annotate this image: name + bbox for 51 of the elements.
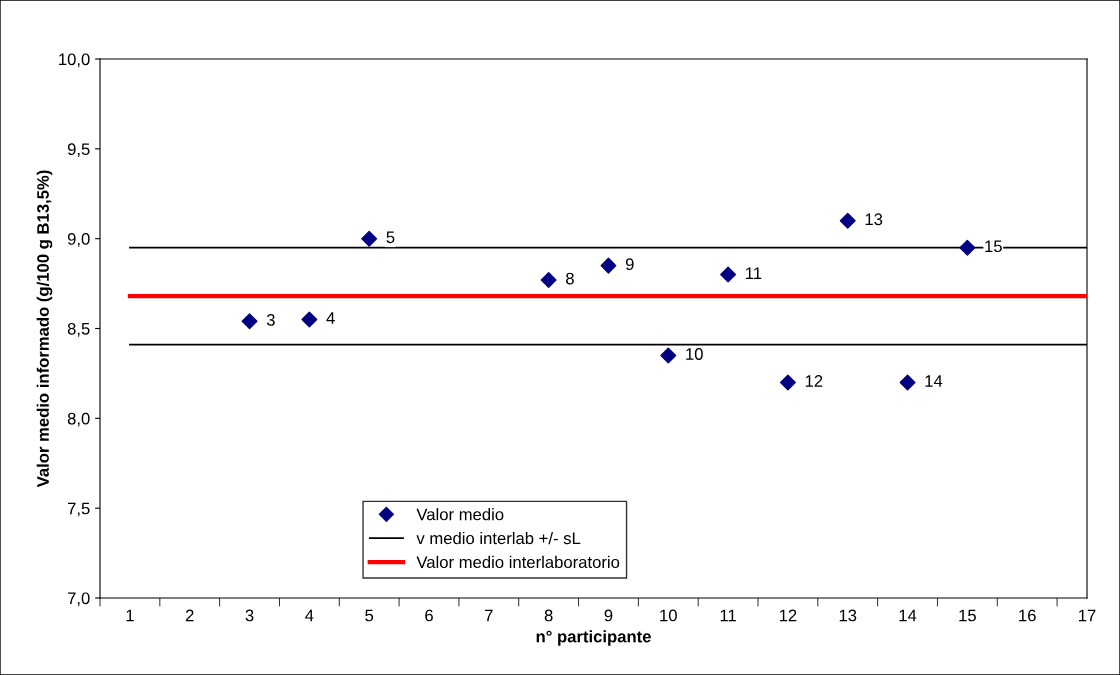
point — [959, 239, 976, 256]
annotation: 11 — [746, 267, 762, 279]
x-tick-label: 14 — [899, 609, 917, 622]
legend-label: Valor medio interlaboratorio — [416, 555, 620, 569]
y-tick-label: 9,5 — [67, 143, 90, 158]
x-tick-label: 11 — [720, 609, 736, 622]
point — [839, 212, 856, 229]
annotation: 4 — [326, 312, 335, 324]
x-tick-label: 4 — [305, 609, 314, 622]
x-tick-label: 10 — [660, 609, 677, 622]
annotation: 12 — [805, 375, 823, 387]
x-tick-label: 2 — [185, 609, 194, 622]
y-tick-label: 9,0 — [67, 233, 90, 247]
annotation: 5 — [386, 231, 395, 244]
y-tick-label: 10,0 — [59, 53, 90, 68]
annotation: 3 — [266, 313, 275, 326]
annotation: 8 — [566, 272, 574, 285]
annotation: 9 — [625, 258, 634, 271]
x-tick-label: 3 — [245, 609, 254, 622]
annotation: 15 — [985, 240, 1002, 253]
point — [899, 374, 916, 391]
x-tick-label: 8 — [544, 609, 553, 622]
x-tick-label: 5 — [365, 609, 374, 622]
y-tick-label: 7,5 — [67, 502, 90, 517]
legend-label: v medio interlab +/- sL — [416, 531, 581, 545]
x-tick-label: 13 — [839, 609, 857, 622]
x-tick-label: 17 — [1079, 609, 1096, 622]
annotation: 14 — [925, 375, 943, 387]
point — [540, 272, 557, 288]
y-tick-label: 8,5 — [67, 322, 90, 337]
x-tick-label: 16 — [1019, 609, 1036, 622]
point — [660, 347, 677, 364]
x-tick-label: 12 — [779, 609, 797, 622]
x-tick-label: 9 — [604, 609, 613, 622]
y-tick-label: 7,0 — [67, 592, 90, 607]
y-tick-label: 8,0 — [67, 412, 90, 427]
point — [720, 266, 737, 283]
y-axis-title: Valor medio informado (g/100 g B13,5%) — [36, 170, 53, 488]
legend-label: Valor medio — [416, 508, 504, 521]
x-axis-title: n° participante — [536, 630, 651, 646]
point — [301, 311, 318, 328]
point — [600, 257, 617, 274]
x-tick-label: 6 — [425, 609, 433, 622]
point — [361, 230, 378, 247]
point — [241, 313, 258, 330]
annotation: 10 — [686, 348, 703, 360]
x-tick-label: 1 — [126, 609, 134, 622]
annotation: 13 — [865, 213, 883, 226]
x-tick-label: 7 — [485, 609, 493, 622]
point — [779, 374, 796, 391]
x-tick-label: 15 — [959, 609, 976, 622]
